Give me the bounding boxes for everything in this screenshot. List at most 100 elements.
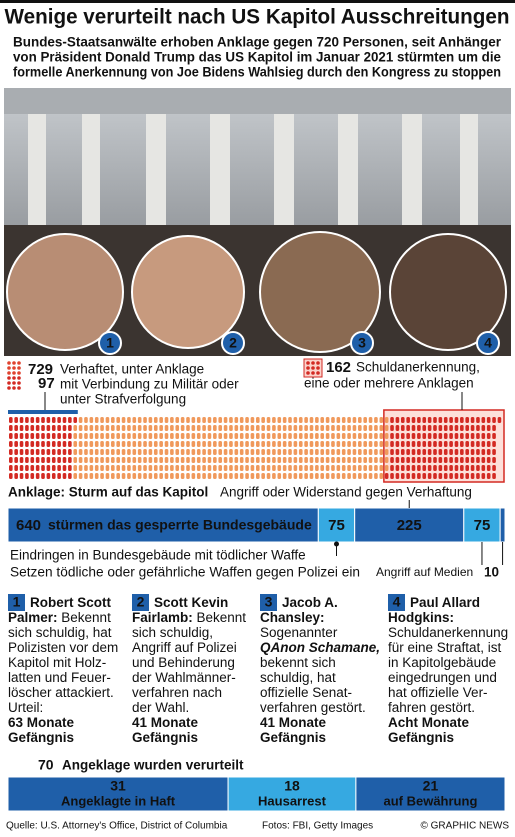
- dot: [35, 433, 40, 439]
- dot: [148, 465, 153, 471]
- dot: [256, 417, 260, 423]
- dot: [164, 425, 169, 431]
- dot: [170, 465, 174, 471]
- dot: [245, 441, 249, 447]
- dot: [427, 449, 432, 455]
- dot: [433, 425, 437, 431]
- dot: [298, 425, 303, 431]
- title: Wenige verurteilt nach US Kapitol Aussch…: [5, 6, 510, 29]
- case-line: Schuldanerkennung: [388, 625, 508, 640]
- dot: [159, 457, 163, 463]
- dot: [406, 473, 410, 479]
- case-line: Scott Kevin: [154, 595, 228, 610]
- case-text: und Behinderung: [132, 655, 235, 670]
- dot: [384, 449, 389, 455]
- case-text: 41 Monate: [260, 715, 327, 730]
- dot: [127, 433, 131, 439]
- dot: [438, 425, 443, 431]
- dot: [223, 449, 228, 455]
- dot: [293, 417, 298, 423]
- dot: [35, 417, 40, 423]
- case-line: Gefängnis: [260, 730, 326, 745]
- dot: [438, 473, 443, 479]
- dot: [250, 473, 255, 479]
- dot: [449, 473, 453, 479]
- dot: [422, 473, 427, 479]
- case-line: in Kapitolgebäude: [388, 655, 496, 670]
- dot: [443, 457, 448, 463]
- legend-icon: [12, 386, 16, 390]
- dot: [256, 425, 260, 431]
- dot: [309, 473, 314, 479]
- dot: [9, 449, 13, 455]
- dot: [304, 441, 308, 447]
- dot: [207, 433, 212, 439]
- case-text: Gefängnis: [388, 730, 454, 745]
- dot: [175, 441, 180, 447]
- dot: [127, 425, 131, 431]
- dot: [465, 441, 470, 447]
- dot: [449, 465, 453, 471]
- marker-number: 3: [358, 335, 366, 351]
- dot: [411, 449, 416, 455]
- case-text: Fairlamb:: [132, 610, 193, 625]
- dot: [395, 441, 400, 447]
- dot: [460, 417, 464, 423]
- dot: [492, 441, 496, 447]
- dot: [368, 473, 373, 479]
- dot: [14, 449, 18, 455]
- dot: [132, 425, 137, 431]
- case-line: verfahren gestört.: [260, 700, 366, 715]
- case-text: Hodgkins:: [388, 610, 454, 625]
- dot: [272, 449, 276, 455]
- dot: [73, 473, 78, 479]
- dot: [454, 457, 459, 463]
- dot: [315, 457, 319, 463]
- dot: [331, 449, 335, 455]
- case-line: 41 Monate: [260, 715, 327, 730]
- dot: [476, 473, 480, 479]
- dot: [395, 449, 400, 455]
- case-line: sich schuldig,: [132, 625, 213, 640]
- dot: [336, 465, 341, 471]
- dot: [277, 465, 282, 471]
- dot: [358, 441, 362, 447]
- dot: [19, 417, 24, 423]
- case-line: offizielle Senat-: [260, 685, 352, 700]
- dot: [427, 425, 432, 431]
- dot: [121, 465, 126, 471]
- dot: [245, 473, 249, 479]
- dot: [239, 457, 244, 463]
- dot: [395, 473, 400, 479]
- dot: [30, 465, 35, 471]
- case-number: 4: [393, 594, 401, 610]
- legend-label: Verhaftet, unter Anklage: [60, 362, 204, 377]
- dot: [486, 433, 491, 439]
- dot: [73, 441, 78, 447]
- dot: [159, 473, 163, 479]
- legend-icon: [12, 376, 16, 380]
- dot: [368, 425, 373, 431]
- dot: [460, 433, 464, 439]
- dot: [116, 465, 120, 471]
- dot: [309, 417, 314, 423]
- dot: [433, 433, 437, 439]
- legend-icon: [7, 381, 11, 385]
- dot: [9, 433, 13, 439]
- dot: [46, 465, 51, 471]
- dot: [51, 433, 56, 439]
- dot: [417, 473, 421, 479]
- dot: [68, 465, 72, 471]
- dot: [293, 425, 298, 431]
- dot: [272, 457, 276, 463]
- dot: [331, 465, 335, 471]
- case-text: Polizisten vor dem: [8, 640, 118, 655]
- legend-icon: [7, 371, 11, 375]
- dot: [411, 465, 416, 471]
- dot: [460, 457, 464, 463]
- segment-label: stürmen das gesperrte Bundesgebäude: [48, 517, 312, 533]
- dot: [470, 473, 475, 479]
- dot: [180, 417, 185, 423]
- dot: [277, 473, 282, 479]
- dot: [57, 441, 61, 447]
